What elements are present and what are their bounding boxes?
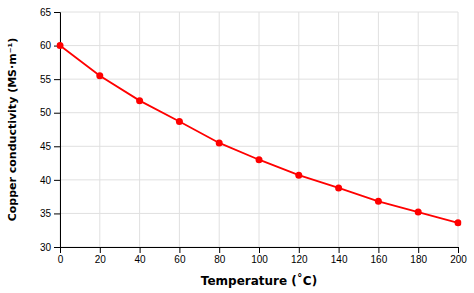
point bbox=[375, 198, 382, 205]
x-tick: 120 bbox=[291, 247, 308, 265]
x-tick: 200 bbox=[450, 247, 467, 265]
y-tick: 65 bbox=[40, 7, 60, 18]
y-tick-mark bbox=[54, 12, 60, 13]
x-tick: 80 bbox=[214, 247, 226, 265]
grid-line-x bbox=[219, 12, 220, 247]
grid-line-x bbox=[458, 12, 459, 247]
marks bbox=[57, 42, 462, 226]
y-tick-label: 45 bbox=[40, 141, 52, 152]
x-tick-mark bbox=[378, 247, 379, 253]
x-tick-label: 100 bbox=[251, 254, 268, 265]
x-tick-mark bbox=[219, 247, 220, 253]
y-tick-label: 50 bbox=[40, 107, 52, 118]
grid-line-y bbox=[60, 112, 458, 113]
grid-line-y bbox=[60, 179, 458, 180]
x-axis-title: Temperature (˚C) bbox=[201, 273, 317, 288]
x-tick-label: 40 bbox=[135, 254, 147, 265]
y-tick-label: 30 bbox=[40, 242, 52, 253]
y-tick: 55 bbox=[40, 74, 60, 85]
y-tick-label: 35 bbox=[40, 208, 52, 219]
point bbox=[295, 172, 302, 179]
plot: 0 20 40 60 80 100 120 140 160 180 200 30 35 40 45 50 55 6… bbox=[40, 7, 467, 265]
grid-line-x bbox=[259, 12, 260, 247]
x-tick: 60 bbox=[174, 247, 186, 265]
x-tick-label: 20 bbox=[95, 254, 107, 265]
x-tick-label: 80 bbox=[214, 254, 226, 265]
y-tick-mark bbox=[54, 247, 60, 248]
grid-line-x bbox=[139, 12, 140, 247]
x-tick-label: 120 bbox=[291, 254, 308, 265]
point bbox=[455, 219, 462, 226]
point bbox=[136, 97, 143, 104]
x-tick: 0 bbox=[58, 247, 64, 265]
x-tick: 140 bbox=[331, 247, 348, 265]
x-tick-label: 140 bbox=[331, 254, 348, 265]
x-axis-line bbox=[61, 248, 459, 254]
point bbox=[256, 156, 263, 163]
x-tick-mark bbox=[140, 247, 141, 253]
y-axis-title: Copper conductivity (MS·m⁻¹) bbox=[6, 38, 19, 222]
x-tick-label: 180 bbox=[410, 254, 427, 265]
x-tick-mark bbox=[259, 247, 260, 253]
x-tick: 180 bbox=[410, 247, 427, 265]
grid bbox=[60, 12, 458, 247]
grid-line-y bbox=[60, 213, 458, 214]
point bbox=[176, 118, 183, 125]
grid-line-x bbox=[99, 12, 100, 247]
x-tick-mark bbox=[339, 247, 340, 253]
x-tick-mark bbox=[179, 247, 180, 253]
line bbox=[60, 46, 458, 223]
point bbox=[216, 139, 223, 146]
grid-line-x bbox=[298, 12, 299, 247]
x-tick-mark bbox=[299, 247, 300, 253]
x-tick-mark bbox=[100, 247, 101, 253]
point bbox=[335, 184, 342, 191]
x-tick: 100 bbox=[251, 247, 268, 265]
x-tick-label: 60 bbox=[174, 254, 186, 265]
y-tick: 45 bbox=[40, 141, 60, 152]
y-tick-label: 65 bbox=[40, 7, 52, 18]
y-tick-mark bbox=[54, 79, 60, 80]
y-tick-mark bbox=[54, 113, 60, 114]
x-tick-mark bbox=[418, 247, 419, 253]
y-tick-mark bbox=[54, 180, 60, 181]
point bbox=[57, 42, 64, 49]
x-tick: 160 bbox=[371, 247, 388, 265]
grid-line-y bbox=[60, 146, 458, 147]
grid-line-x bbox=[378, 12, 379, 247]
y-tick-label: 60 bbox=[40, 40, 52, 51]
point bbox=[415, 209, 422, 216]
y-tick: 35 bbox=[40, 208, 60, 219]
point bbox=[96, 72, 103, 79]
x-tick-label: 160 bbox=[371, 254, 388, 265]
x-axis: 0 20 40 60 80 100 120 140 160 180 200 bbox=[58, 247, 468, 265]
y-tick-mark bbox=[54, 213, 60, 214]
grid-line-y bbox=[60, 79, 458, 80]
chart: 0 20 40 60 80 100 120 140 160 180 200 30 35 40 45 50 55 6… bbox=[0, 0, 474, 293]
y-tick-mark bbox=[54, 146, 60, 147]
x-tick: 20 bbox=[95, 247, 107, 265]
y-tick-label: 40 bbox=[40, 175, 52, 186]
x-tick-label: 0 bbox=[58, 254, 64, 265]
x-tick-mark bbox=[458, 247, 459, 253]
grid-line-y bbox=[60, 12, 458, 13]
y-tick: 40 bbox=[40, 175, 60, 186]
grid-line-y bbox=[60, 45, 458, 46]
grid-line-x bbox=[338, 12, 339, 247]
x-tick: 40 bbox=[135, 247, 147, 265]
grid-line-x bbox=[179, 12, 180, 247]
x-tick-label: 200 bbox=[450, 254, 467, 265]
y-tick-label: 55 bbox=[40, 74, 52, 85]
y-tick: 50 bbox=[40, 107, 60, 118]
y-tick: 30 bbox=[40, 242, 60, 253]
